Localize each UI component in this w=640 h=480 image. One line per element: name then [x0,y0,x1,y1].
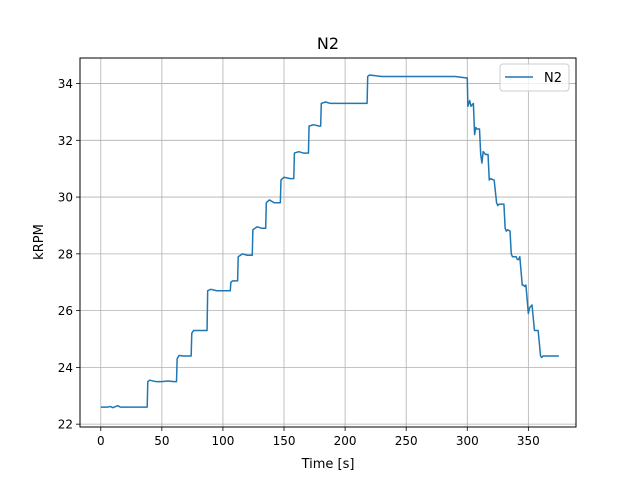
legend-box [499,63,570,92]
x-tick-label: 50 [154,434,169,448]
y-tick-label: 24 [58,361,73,375]
y-tick-label: 22 [58,418,73,432]
grid [80,58,576,427]
x-tick-label: 100 [211,434,234,448]
legend-label-n2: N2 [544,71,562,86]
y-tick-label: 28 [58,247,73,261]
legend: N2 [499,63,570,92]
x-tick-label: 250 [395,434,418,448]
y-axis-ticks: 22 24 26 28 30 32 34 [58,77,80,432]
chart-title: N2 [317,34,339,53]
x-axis-label: Time [s] [301,457,355,472]
x-tick-label: 0 [97,434,105,448]
y-tick-label: 32 [58,134,73,148]
x-tick-label: 300 [456,434,479,448]
x-tick-label: 200 [334,434,357,448]
y-axis-label: kRPM [32,224,47,260]
x-tick-label: 350 [517,434,540,448]
y-tick-label: 30 [58,191,73,205]
plot-lines [100,74,559,409]
y-tick-label: 26 [58,304,73,318]
y-tick-label: 34 [58,77,73,91]
series-line-n2 [100,74,559,409]
x-axis-ticks: 0 50 100 150 200 250 300 350 [97,427,540,448]
x-tick-label: 150 [273,434,296,448]
plot-frame [79,57,577,428]
